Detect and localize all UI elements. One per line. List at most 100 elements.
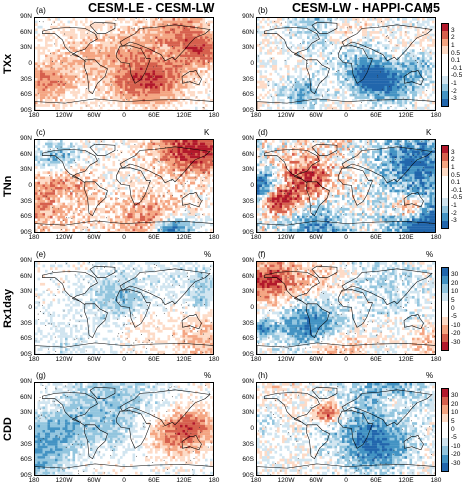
colorbar-segment [442,268,448,277]
lon-tick-label: 60W [309,234,323,241]
lat-tick-label: 60S [242,335,254,343]
lat-tick-label: 30N [20,409,32,417]
lon-tick-label: 120W [55,112,73,119]
lon-tick-label: 180 [430,477,442,484]
lon-tick-label: 180 [208,477,220,484]
colorbar-tick-label: -1 [451,202,457,210]
colorbar-segment [442,160,448,169]
lon-tick-label: 60E [370,356,382,363]
map-panel [34,139,214,233]
unit-label: K [426,6,432,15]
map-field [257,262,435,354]
lat-tick-label: 0 [250,425,254,432]
colorbar-tick-label: 30 [451,271,459,279]
colorbar [441,388,449,472]
lon-tick-label: 0 [344,112,348,119]
lon-tick-label: 60E [148,356,160,363]
lon-tick-label: 120E [398,234,414,241]
colorbar-tick-label: -10 [451,442,461,450]
lon-tick-label: 0 [344,356,348,363]
lat-tick-label: 30S [20,440,32,448]
lon-tick-label: 180 [430,234,442,241]
lat-tick-label: 60S [20,213,32,221]
lon-tick-label: 60W [87,356,101,363]
colorbar-tick-label: 0.1 [451,179,461,187]
lat-tick-label: 90N [20,135,32,142]
lon-tick-label: 60W [309,112,323,119]
lat-tick-label: 30S [20,319,32,327]
lat-tick-label: 60S [242,91,254,99]
map-field [257,140,435,232]
map-panel [34,261,214,355]
colorbar-tick-label: 5 [451,296,455,304]
colorbar-tick-label: -30 [451,338,461,346]
colorbar-tick-label: -2 [451,209,457,217]
colorbar-segment [442,300,448,309]
colorbar-tick-label: -0.5 [451,72,463,80]
lat-tick-label: 90S [20,107,32,114]
colorbar-tick-label: -10 [451,321,461,329]
panel-label: (b) [258,6,268,15]
lat-tick-label: 60N [242,393,254,401]
lat-tick-label: 60S [242,456,254,464]
colorbar-tick-label: -20 [451,330,461,338]
colorbar-tick-label: 2 [451,156,455,164]
colorbar [441,145,449,229]
colorbar-tick-label: -0.1 [451,186,463,194]
colorbar-segment [442,429,448,439]
lat-tick-label: 90N [242,257,254,264]
lat-tick-label: 0 [28,304,32,311]
colorbar-segment [442,76,448,84]
lat-tick-label: 30N [242,44,254,52]
colorbar-segment [442,389,448,398]
colorbar-tick-label: 0.5 [451,171,461,179]
colorbar-segment [442,454,448,463]
lon-tick-label: 120E [176,234,192,241]
lon-tick-label: 120W [277,356,295,363]
unit-label: K [204,128,210,137]
column-title: CESM-LW - HAPPI-CAM5 [292,1,440,15]
lat-tick-label: 30S [242,75,254,83]
lon-tick-label: 120E [176,477,192,484]
lat-tick-label: 90S [20,229,32,236]
lat-tick-label: 60N [20,272,32,280]
lat-tick-label: 90S [242,472,254,479]
map-field [35,383,213,475]
colorbar-segment [442,325,448,334]
colorbar [441,267,449,351]
map-field [35,262,213,354]
colorbar-tick-label: 30 [451,392,459,400]
lon-tick-label: 180 [208,112,220,119]
lat-tick-label: 90N [20,13,32,20]
panel-label: (g) [36,371,46,380]
colorbar-tick-label: 1 [451,163,455,171]
column-title: CESM-LE - CESM-LW [88,1,215,15]
lon-tick-label: 60E [370,234,382,241]
colorbar-segment [442,421,448,430]
lon-tick-label: 120E [398,112,414,119]
lat-tick-label: 30N [20,44,32,52]
lon-tick-label: 60E [148,112,160,119]
lon-tick-label: 180 [28,112,40,119]
lat-tick-label: 60N [20,150,32,158]
map-field [35,140,213,232]
lat-tick-label: 0 [250,304,254,311]
colorbar-segment [442,46,448,54]
lat-tick-label: 90S [242,351,254,358]
colorbar-segment [442,53,448,62]
lon-tick-label: 60E [370,477,382,484]
map-field [257,18,435,110]
lat-tick-label: 90S [242,229,254,236]
panel-label: (h) [258,371,268,380]
colorbar-tick-label: 2 [451,34,455,42]
lon-tick-label: 0 [122,234,126,241]
colorbar-tick-label: -20 [451,451,461,459]
lon-tick-label: 120E [398,477,414,484]
lat-tick-label: 60N [242,28,254,36]
colorbar-tick-label: -2 [451,87,457,95]
colorbar-segment [442,213,448,221]
lon-tick-label: 60E [148,477,160,484]
colorbar-segment [442,153,448,161]
lat-tick-label: 30N [242,288,254,296]
colorbar-segment [442,333,448,342]
